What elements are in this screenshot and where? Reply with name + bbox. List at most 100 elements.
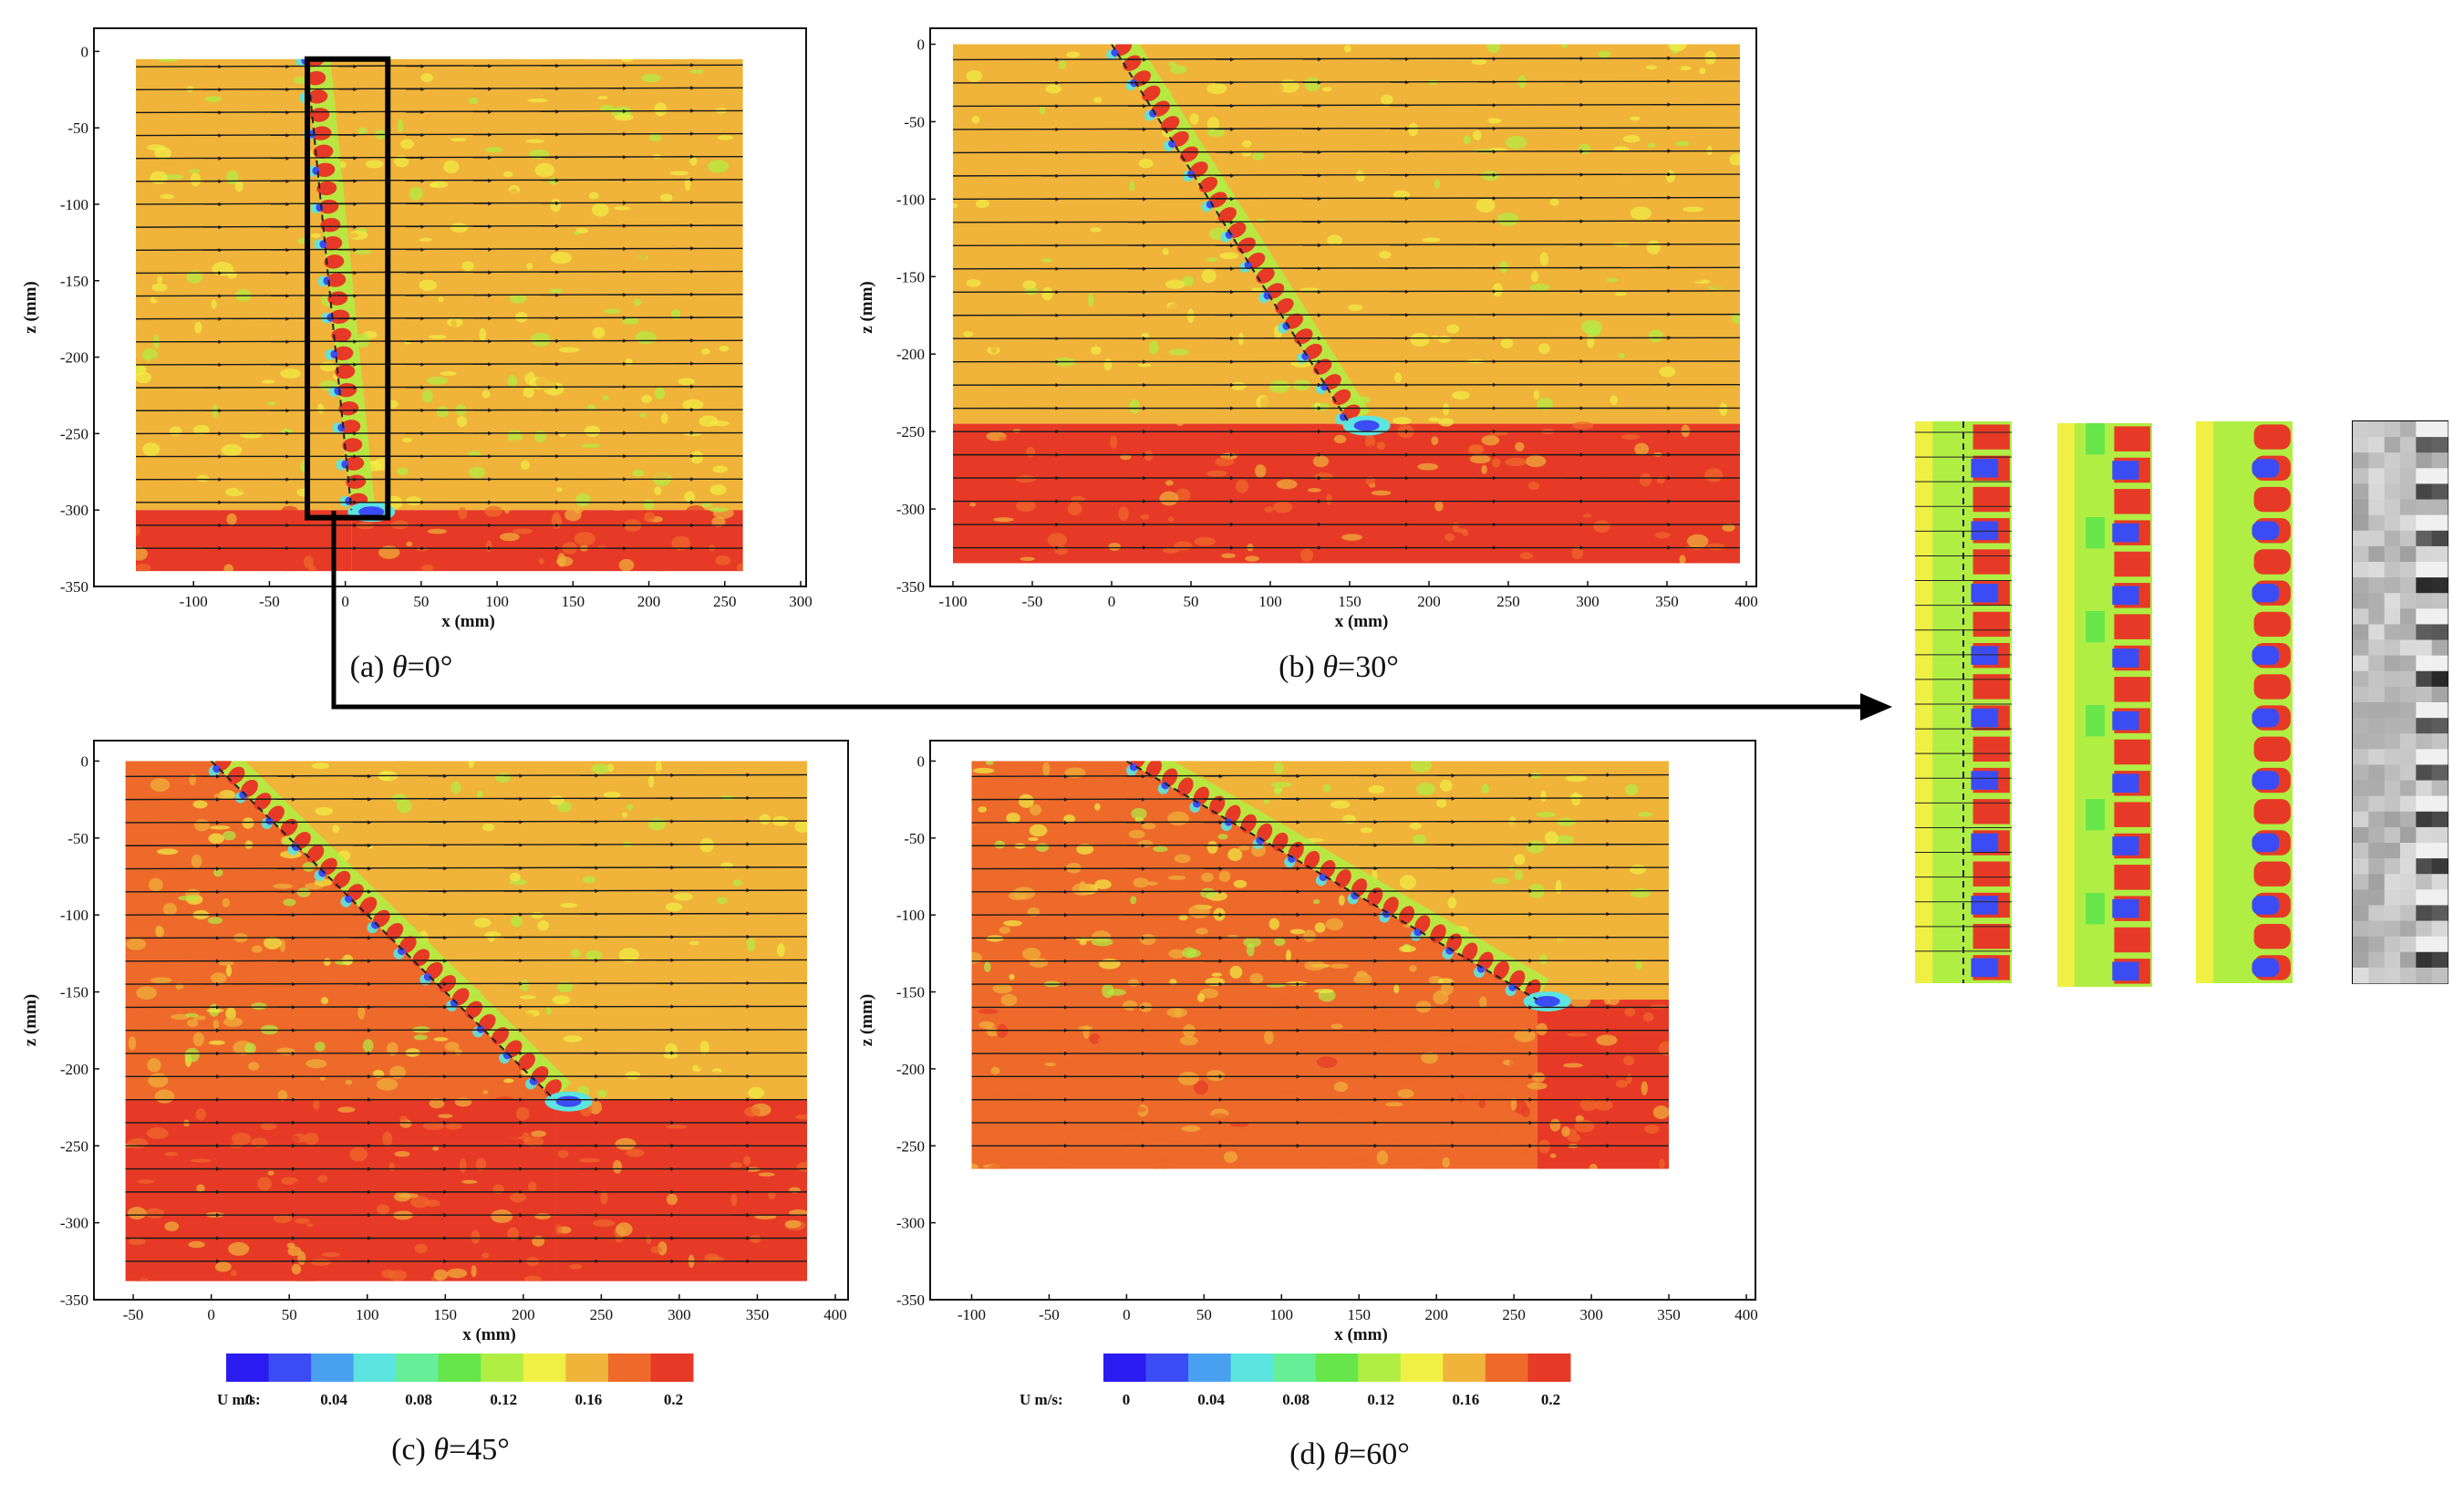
speckle bbox=[1201, 872, 1214, 883]
axis-ticks: -100 -50 0 50 100 150 200 250 300 350 4000-50-100-… bbox=[896, 36, 1758, 610]
x-tick-label: 150 bbox=[1338, 593, 1361, 610]
speckle bbox=[1502, 1031, 1514, 1043]
speckle bbox=[293, 1180, 313, 1190]
speckle bbox=[409, 186, 423, 202]
speckle bbox=[1514, 1029, 1536, 1042]
speckle bbox=[1076, 844, 1094, 855]
zoom-strip-3 bbox=[2196, 421, 2293, 983]
speckle bbox=[1209, 1113, 1230, 1128]
speckle bbox=[195, 1108, 207, 1121]
speckle bbox=[422, 1121, 445, 1130]
speckle bbox=[1090, 227, 1102, 233]
gap-jet bbox=[492, 1027, 509, 1045]
speckle bbox=[1481, 464, 1487, 474]
speckle bbox=[1442, 1157, 1450, 1168]
speckle bbox=[1227, 848, 1243, 862]
speckle bbox=[158, 407, 178, 419]
speckle bbox=[784, 1219, 802, 1229]
speckle bbox=[768, 1191, 776, 1200]
gap-jet bbox=[316, 181, 337, 196]
speckle bbox=[321, 1252, 341, 1258]
speckle bbox=[473, 918, 492, 928]
streamline bbox=[953, 290, 1741, 293]
strip-jet bbox=[1972, 674, 2010, 700]
y-tick-label: -150 bbox=[60, 273, 88, 290]
speckle bbox=[1622, 135, 1641, 143]
speckle bbox=[971, 1098, 979, 1113]
strip-cell bbox=[2086, 517, 2105, 549]
speckle bbox=[1274, 1009, 1286, 1015]
speckle bbox=[148, 877, 163, 892]
speckle bbox=[306, 1222, 314, 1228]
speckle bbox=[206, 1008, 224, 1013]
streamline bbox=[971, 936, 1670, 939]
speckle bbox=[221, 444, 243, 456]
speckle bbox=[564, 508, 582, 522]
x-tick-label: 200 bbox=[637, 593, 661, 610]
gray-cell bbox=[2400, 577, 2417, 594]
y-tick-label: -300 bbox=[896, 501, 925, 518]
gray-cell bbox=[2400, 780, 2417, 797]
speckle bbox=[1460, 1044, 1475, 1054]
speckle bbox=[642, 196, 650, 202]
speckle bbox=[696, 1055, 706, 1071]
blockage-core bbox=[239, 791, 247, 799]
speckle bbox=[549, 288, 564, 294]
speckle bbox=[1035, 843, 1050, 852]
speckle bbox=[470, 808, 482, 813]
speckle bbox=[1538, 343, 1550, 355]
speckle bbox=[256, 1177, 273, 1191]
speckle bbox=[641, 394, 652, 404]
speckle bbox=[1141, 822, 1156, 830]
speckle bbox=[1640, 518, 1651, 528]
speckle bbox=[564, 94, 585, 100]
speckle bbox=[1206, 128, 1226, 138]
speckle bbox=[1194, 536, 1216, 546]
y-tick-label: -200 bbox=[896, 346, 925, 363]
speckle bbox=[566, 58, 585, 65]
speckle bbox=[1286, 949, 1292, 962]
gray-cell bbox=[2431, 749, 2448, 765]
y-tick-label: -200 bbox=[60, 349, 88, 367]
speckle bbox=[1382, 411, 1399, 419]
speckle bbox=[196, 1184, 205, 1193]
speckle bbox=[593, 1219, 616, 1228]
streamline bbox=[953, 337, 1741, 339]
speckle bbox=[1582, 513, 1592, 518]
speckle bbox=[1403, 848, 1414, 862]
speckle bbox=[281, 505, 298, 515]
gray-cell bbox=[2353, 421, 2369, 438]
gray-cell bbox=[2431, 608, 2448, 625]
speckle bbox=[459, 1158, 467, 1173]
speckle bbox=[1131, 807, 1147, 820]
gap-jet bbox=[315, 162, 336, 178]
y-axis-label: z (mm) bbox=[857, 994, 876, 1047]
speckle bbox=[236, 482, 259, 493]
speckle bbox=[1211, 972, 1223, 977]
speckle bbox=[1052, 1089, 1067, 1102]
speckle bbox=[397, 119, 404, 133]
x-tick-label: 100 bbox=[356, 1306, 379, 1323]
gray-cell bbox=[2431, 639, 2448, 657]
speckle bbox=[218, 960, 234, 966]
zoom-strip-1 bbox=[1915, 421, 2012, 983]
speckle bbox=[1691, 275, 1703, 283]
speckle bbox=[646, 1235, 652, 1244]
speckle bbox=[1335, 1106, 1349, 1119]
plot-frame bbox=[93, 740, 849, 1301]
speckle bbox=[982, 140, 991, 149]
gray-cell bbox=[2353, 452, 2369, 469]
speckle bbox=[186, 270, 203, 284]
speckle bbox=[286, 1136, 300, 1144]
speckle bbox=[712, 465, 728, 473]
speckle bbox=[1442, 262, 1448, 276]
gray-cell bbox=[2416, 874, 2433, 890]
speckle bbox=[687, 955, 694, 967]
speckle bbox=[1500, 337, 1514, 349]
gray-cell bbox=[2368, 749, 2386, 765]
speckle bbox=[458, 507, 468, 520]
speckle bbox=[1477, 116, 1490, 130]
speckle bbox=[320, 997, 329, 1005]
speckle bbox=[524, 868, 543, 876]
speckle bbox=[280, 368, 301, 379]
